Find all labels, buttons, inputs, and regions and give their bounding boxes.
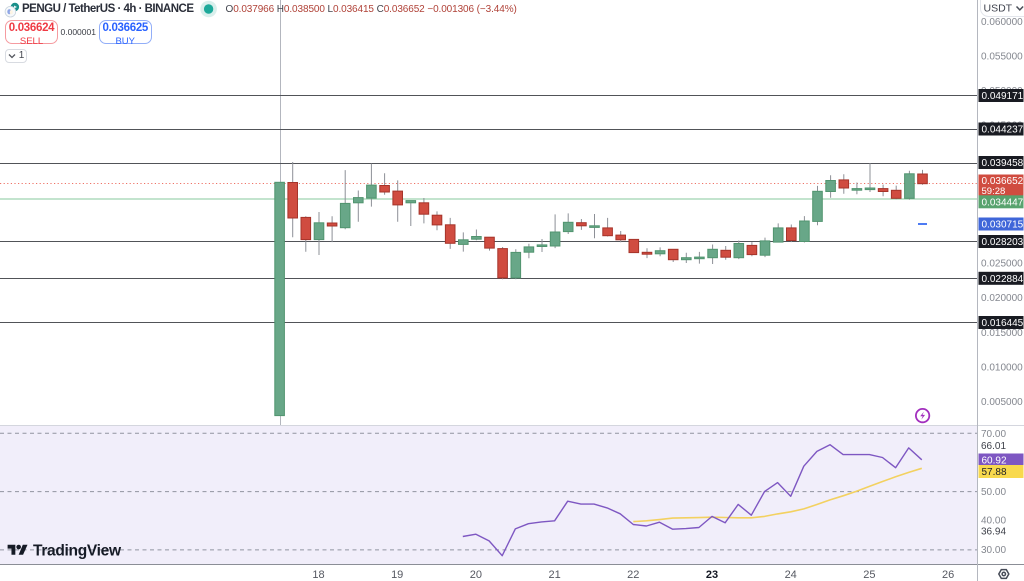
svg-text:0.028203: 0.028203 — [982, 237, 1024, 248]
svg-text:20: 20 — [470, 569, 482, 581]
svg-text:0.005000: 0.005000 — [981, 397, 1023, 408]
svg-text:59:28: 59:28 — [982, 186, 1006, 197]
svg-text:0.055000: 0.055000 — [981, 52, 1023, 63]
svg-text:36.94: 36.94 — [981, 526, 1006, 537]
svg-text:0.039458: 0.039458 — [982, 158, 1024, 169]
svg-text:TradingView: TradingView — [33, 543, 122, 560]
svg-text:30.00: 30.00 — [981, 545, 1006, 556]
svg-text:0.034447: 0.034447 — [982, 197, 1024, 208]
svg-text:0.020000: 0.020000 — [981, 293, 1023, 304]
svg-text:22: 22 — [627, 569, 639, 581]
svg-text:0.016445: 0.016445 — [982, 318, 1024, 329]
svg-text:26: 26 — [942, 569, 954, 581]
svg-text:0.015000: 0.015000 — [981, 328, 1023, 339]
svg-text:0.025000: 0.025000 — [981, 259, 1023, 270]
svg-text:0.036652: 0.036652 — [982, 176, 1024, 187]
svg-text:0.010000: 0.010000 — [981, 363, 1023, 374]
svg-text:0.049171: 0.049171 — [982, 91, 1024, 102]
svg-text:USDT: USDT — [984, 3, 1013, 15]
svg-text:21: 21 — [548, 569, 560, 581]
svg-text:57.88: 57.88 — [982, 467, 1007, 478]
svg-text:66.01: 66.01 — [981, 441, 1006, 452]
svg-text:25: 25 — [863, 569, 875, 581]
svg-text:70.00: 70.00 — [981, 429, 1006, 440]
svg-text:18: 18 — [312, 569, 324, 581]
svg-text:0.060000: 0.060000 — [981, 17, 1023, 28]
svg-text:60.92: 60.92 — [982, 456, 1007, 467]
svg-text:19: 19 — [391, 569, 403, 581]
svg-text:24: 24 — [785, 569, 797, 581]
svg-text:50.00: 50.00 — [981, 487, 1006, 498]
svg-text:0.044237: 0.044237 — [982, 125, 1024, 136]
svg-text:23: 23 — [706, 569, 718, 581]
svg-text:40.00: 40.00 — [981, 516, 1006, 527]
svg-text:0.030715: 0.030715 — [982, 220, 1024, 231]
svg-text:0.022884: 0.022884 — [982, 274, 1024, 285]
